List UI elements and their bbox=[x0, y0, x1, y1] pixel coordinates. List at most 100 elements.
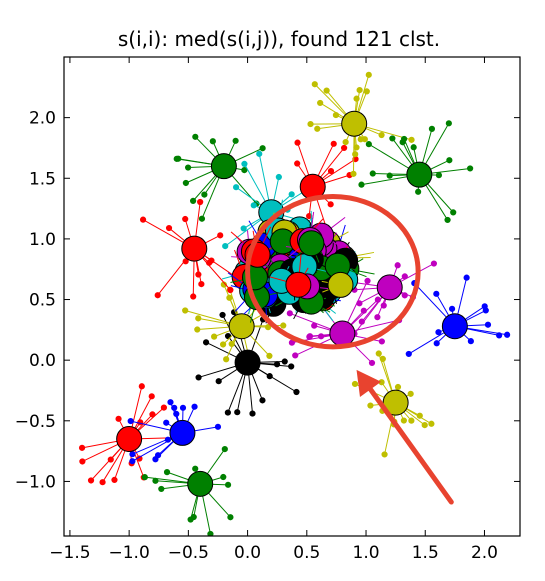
dense-core-group bbox=[221, 199, 375, 324]
cluster-member-point bbox=[374, 314, 381, 321]
cluster-member-point bbox=[182, 179, 189, 187]
cluster-member-point bbox=[202, 339, 210, 346]
cluster-member-point bbox=[167, 399, 174, 406]
highlight-circle bbox=[245, 193, 421, 350]
cluster-member-point bbox=[191, 403, 198, 410]
y-tick-label: 0.5 bbox=[29, 291, 56, 311]
cluster-member-point bbox=[363, 88, 370, 95]
cluster-member-point bbox=[250, 202, 257, 209]
cluster-member-point bbox=[433, 340, 440, 347]
cluster-member-point bbox=[365, 141, 372, 148]
cluster-member-point bbox=[259, 397, 266, 404]
cluster-member-point bbox=[415, 188, 422, 195]
cluster-member-point bbox=[264, 324, 272, 331]
cluster-center-point bbox=[234, 349, 261, 376]
cluster-member-point bbox=[421, 422, 428, 429]
cluster-center-point bbox=[181, 235, 208, 262]
cluster-member-point bbox=[364, 277, 371, 284]
y-tick-label: 1.0 bbox=[29, 230, 56, 250]
cluster-member-point bbox=[327, 201, 334, 208]
cluster-member-point bbox=[381, 451, 388, 458]
cluster-member-point bbox=[154, 452, 162, 459]
cluster-member-point bbox=[435, 172, 443, 179]
cluster-center-point bbox=[382, 389, 409, 416]
cluster-member-point bbox=[288, 363, 295, 370]
cluster-member-point bbox=[380, 302, 387, 309]
cluster-member-point bbox=[386, 172, 393, 179]
cluster-member-point bbox=[353, 144, 360, 151]
cluster-member-point bbox=[357, 136, 364, 143]
cluster-member-point bbox=[467, 165, 474, 172]
x-tick-label: −1.5 bbox=[49, 543, 90, 563]
cluster-member-point bbox=[351, 380, 359, 388]
cluster-member-point bbox=[365, 71, 372, 78]
cluster-member-point bbox=[249, 410, 256, 417]
cluster-member-point bbox=[323, 87, 330, 94]
highlight-arrow-head bbox=[356, 369, 382, 397]
cluster-member-point bbox=[224, 332, 232, 340]
cluster-member-point bbox=[410, 144, 417, 151]
cluster-member-point bbox=[195, 374, 202, 381]
cluster-member-point bbox=[127, 417, 134, 425]
cluster-center-point bbox=[228, 313, 255, 340]
cluster-member-point bbox=[139, 216, 147, 223]
cluster-member-point bbox=[416, 412, 423, 419]
core-cluster-point bbox=[285, 271, 312, 298]
chart-title: s(i,i): med(s(i,j)), found 121 clst. bbox=[118, 27, 440, 51]
cluster-member-point bbox=[405, 350, 412, 358]
cluster-member-point bbox=[367, 402, 374, 409]
cluster-member-point bbox=[448, 305, 456, 312]
cluster-member-point bbox=[222, 243, 229, 250]
cluster-member-point bbox=[211, 333, 218, 340]
cluster-member-point bbox=[182, 258, 189, 265]
cluster-member-point bbox=[275, 173, 282, 181]
cluster-member-point bbox=[444, 216, 451, 224]
cluster-member-point bbox=[292, 352, 299, 359]
cluster-member-point bbox=[220, 473, 227, 481]
cluster-member-point bbox=[428, 125, 436, 132]
cluster-member-point bbox=[317, 99, 324, 107]
cluster-member-point bbox=[209, 138, 216, 145]
cluster-member-point bbox=[221, 445, 228, 453]
cluster-member-point bbox=[306, 333, 314, 340]
cluster-member-point bbox=[463, 274, 470, 281]
cluster-center-point bbox=[210, 153, 237, 180]
cluster-member-point bbox=[234, 409, 241, 416]
cluster-member-point bbox=[446, 157, 453, 164]
core-cluster-point bbox=[327, 271, 354, 298]
cluster-member-point bbox=[341, 144, 348, 152]
plot-frame bbox=[63, 56, 521, 537]
cluster-member-point bbox=[201, 191, 208, 198]
cluster-member-point bbox=[368, 359, 376, 367]
cluster-member-point bbox=[504, 331, 511, 338]
cluster-member-point bbox=[224, 481, 232, 488]
cluster-member-point bbox=[280, 322, 287, 329]
cluster-member-point bbox=[198, 215, 206, 222]
x-tick-label: 1.0 bbox=[353, 543, 380, 563]
cluster-center-point bbox=[376, 274, 403, 301]
cluster-member-point bbox=[307, 120, 314, 128]
cluster-member-point bbox=[129, 458, 136, 465]
x-tick-label: −0.5 bbox=[168, 543, 209, 563]
cluster-member-point bbox=[281, 358, 288, 365]
x-tick-label: −1.0 bbox=[109, 543, 150, 563]
cluster-member-point bbox=[197, 198, 204, 206]
cluster-member-point bbox=[358, 181, 365, 188]
cluster-member-point bbox=[378, 338, 385, 345]
cluster-member-point bbox=[148, 393, 155, 400]
cluster-member-point bbox=[356, 86, 363, 94]
cluster-member-point bbox=[158, 485, 165, 493]
x-tick-label: 2.0 bbox=[471, 543, 498, 563]
cluster-member-point bbox=[115, 415, 122, 422]
cluster-member-point bbox=[149, 411, 156, 418]
cluster-member-point bbox=[330, 140, 337, 147]
cluster-member-point bbox=[192, 133, 199, 140]
cluster-member-point bbox=[195, 271, 202, 278]
cluster-member-point bbox=[129, 451, 136, 458]
cluster-center-point bbox=[329, 320, 356, 347]
cluster-member-point bbox=[273, 361, 281, 368]
cluster-member-point bbox=[445, 120, 452, 127]
cluster-member-point bbox=[87, 477, 95, 484]
x-axis: −1.5 −1.0 −0.5 0.0 0.5 1.0 1.5 2.0 bbox=[49, 57, 498, 563]
